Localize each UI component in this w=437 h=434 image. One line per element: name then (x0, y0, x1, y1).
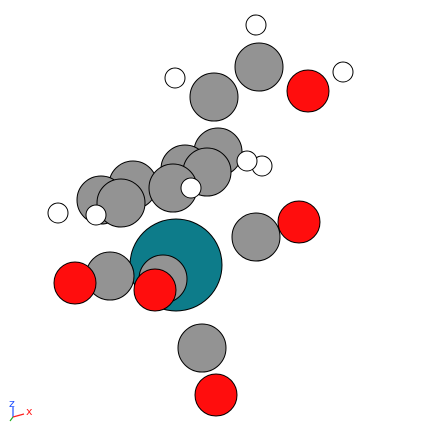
hydrogen-atom[interactable] (245, 14, 267, 36)
hydrogen-atom[interactable] (332, 61, 354, 83)
hydrogen-atom[interactable] (85, 204, 107, 226)
carbon-atom[interactable] (96, 178, 146, 228)
axis-z-label: z (9, 397, 15, 410)
axis-y-line (9, 416, 14, 422)
carbon-atom[interactable] (234, 42, 284, 92)
axis-x-label: x (26, 405, 33, 418)
axis-x-line (12, 413, 25, 418)
oxygen-atom[interactable] (277, 200, 321, 244)
carbon-atom[interactable] (231, 212, 281, 262)
oxygen-atom[interactable] (286, 69, 330, 113)
hydrogen-atom[interactable] (164, 67, 186, 89)
hydrogen-atom[interactable] (180, 177, 202, 199)
oxygen-atom[interactable] (194, 373, 238, 417)
carbon-atom[interactable] (177, 323, 227, 373)
hydrogen-atom[interactable] (47, 202, 69, 224)
axis-triad: z x (9, 397, 33, 422)
hydrogen-atom[interactable] (236, 150, 258, 172)
oxygen-atom[interactable] (53, 261, 97, 305)
carbon-atom[interactable] (189, 72, 239, 122)
atoms-group (47, 14, 354, 417)
oxygen-atom[interactable] (133, 268, 177, 312)
